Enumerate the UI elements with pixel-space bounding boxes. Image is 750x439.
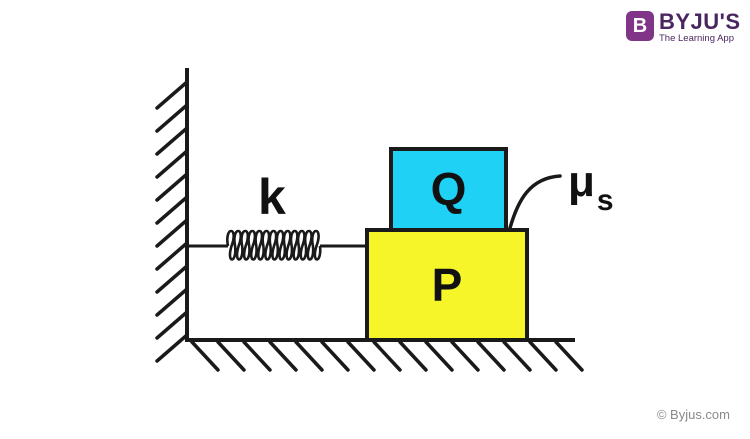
floor-hatch-line xyxy=(528,340,558,372)
spring-constant-label: k xyxy=(258,169,286,225)
wall-hatch-line xyxy=(155,126,189,156)
floor-hatch-line xyxy=(216,340,246,372)
wall-hatch-line xyxy=(155,80,189,110)
floor-hatch-line xyxy=(476,340,506,372)
floor-hatch-line xyxy=(268,340,298,372)
wall-hatch-line xyxy=(155,264,189,294)
copyright-notice: © Byjus.com xyxy=(656,407,730,422)
wall-hatch-line xyxy=(155,149,189,179)
brand-name: BYJU'S xyxy=(659,9,741,34)
friction-coefficient-label: μs xyxy=(568,157,614,218)
wall-hatch-line xyxy=(155,103,189,133)
friction-subscript: s xyxy=(596,184,614,217)
wall-hatching xyxy=(155,80,189,363)
wall-hatch-line xyxy=(155,333,189,363)
floor-hatch-line xyxy=(424,340,454,372)
floor-hatch-line xyxy=(502,340,532,372)
floor-hatch-line xyxy=(450,340,480,372)
block-p xyxy=(365,228,529,342)
block-q-label: Q xyxy=(430,163,467,215)
wall-hatch-line xyxy=(155,241,189,271)
floor-hatch-line xyxy=(398,340,428,372)
brand-badge-icon: B xyxy=(626,11,654,41)
floor-hatching xyxy=(190,340,584,372)
floor-hatch-line xyxy=(554,340,584,372)
floor-hatch-line xyxy=(294,340,324,372)
spring-coil xyxy=(226,229,322,261)
floor-hatch-line xyxy=(372,340,402,372)
floor-hatch-line xyxy=(346,340,376,372)
wall-hatch-line xyxy=(155,172,189,202)
wall-hatch-line xyxy=(155,287,189,317)
brand-logo: B BYJU'S The Learning App xyxy=(626,11,744,45)
floor-hatch-line xyxy=(190,340,220,372)
friction-mu-symbol: μ xyxy=(568,157,595,206)
brand-tagline: The Learning App xyxy=(659,33,735,44)
wall-hatch-line xyxy=(155,310,189,340)
wall-hatch-line xyxy=(155,195,189,225)
friction-pointer-curve xyxy=(508,174,562,230)
block-q xyxy=(389,147,508,232)
floor-hatch-line xyxy=(320,340,350,372)
wall-hatch-line xyxy=(155,218,189,248)
block-p-label: P xyxy=(431,259,463,311)
floor-hatch-line xyxy=(242,340,272,372)
